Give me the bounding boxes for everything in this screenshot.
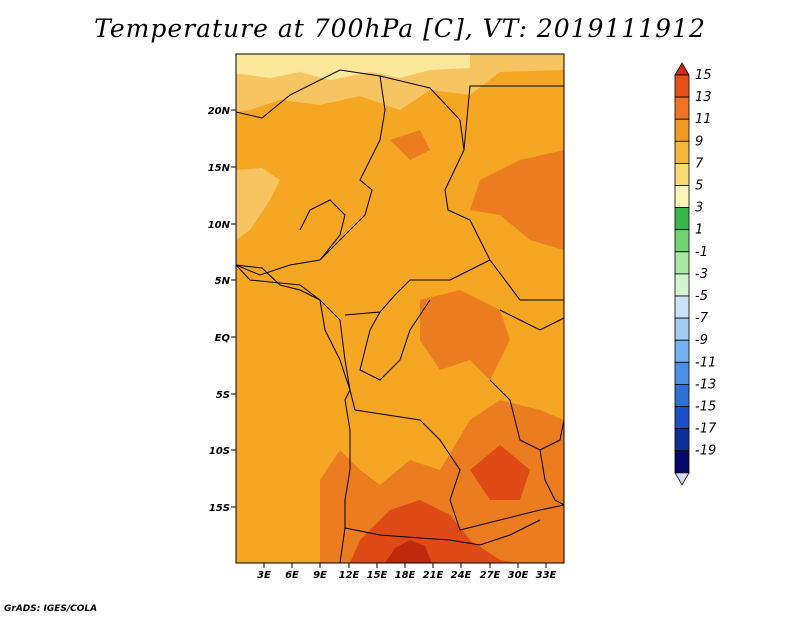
colorbar-segment (674, 295, 690, 319)
colorbar-label: -17 (695, 422, 717, 437)
colorbar-segment (674, 251, 690, 275)
colorbar-label: 9 (695, 134, 703, 149)
lon-axis: 3E 6E 9E 12E 15E 18E 21E 24E 27E 30E 33E (257, 563, 557, 581)
field-band-13-south (350, 500, 520, 563)
lat-label: 15N (208, 163, 231, 174)
colorbar-segment (674, 406, 690, 430)
border-line (236, 264, 564, 531)
field-band-13-east (470, 445, 530, 500)
border-line (299, 199, 346, 261)
colorbar-label: 15 (695, 68, 712, 83)
lon-label: 30E (508, 570, 529, 581)
colorbar-segment (674, 383, 690, 407)
field-band-7-west (236, 168, 280, 240)
colorbar-label: -1 (695, 245, 708, 260)
map-frame (235, 53, 565, 564)
lon-label: 24E (451, 570, 472, 581)
country-borders (236, 69, 564, 563)
border-line (539, 449, 564, 506)
lat-label: EQ (215, 333, 231, 344)
coastline (236, 264, 351, 563)
colorbar: 15 13 11 9 7 5 3 1 -1 -3 -5 -7 -9 -11 -13 -15 -17 -19 (674, 62, 717, 486)
colorbar-label: -7 (695, 311, 709, 326)
colorbar-segment (674, 185, 690, 209)
lon-label: 6E (285, 570, 299, 581)
colorbar-label: 11 (695, 112, 712, 127)
colorbar-label: -15 (695, 400, 716, 415)
border-line (489, 379, 564, 451)
lon-label: 33E (536, 570, 557, 581)
colorbar-segment (674, 74, 690, 98)
lon-label: 27E (480, 570, 501, 581)
colorbar-segment (674, 339, 690, 363)
colorbar-segment (674, 428, 690, 452)
lon-label: 21E (423, 570, 444, 581)
colorbar-label: 5 (695, 179, 703, 194)
colorbar-segment (674, 317, 690, 341)
lat-label: 5N (215, 276, 231, 287)
field-band-11-sahara (390, 130, 430, 160)
temperature-field (236, 54, 564, 563)
colorbar-segment (674, 162, 690, 186)
colorbar-segment (674, 207, 690, 231)
border-line (499, 309, 564, 331)
lat-ticks (231, 109, 236, 508)
colorbar-label: -3 (695, 267, 708, 282)
field-band-11-east (470, 150, 564, 250)
colorbar-label: -13 (695, 377, 716, 392)
field-band-15-core (385, 540, 432, 563)
lat-label: 10N (208, 220, 231, 231)
map-title: Temperature at 700hPa [C], VT: 201911191… (94, 14, 706, 43)
lat-label: 15S (209, 503, 230, 514)
lon-label: 18E (395, 570, 416, 581)
colorbar-label: -19 (695, 444, 716, 459)
colorbar-segment (674, 273, 690, 297)
lon-label: 12E (339, 570, 360, 581)
border-line (344, 259, 491, 316)
lat-label: 5S (216, 390, 230, 401)
border-line (463, 85, 564, 151)
colorbar-segment (674, 140, 690, 164)
lat-label: 20N (208, 106, 231, 117)
colorbar-segment (674, 96, 690, 120)
colorbar-label: 7 (695, 156, 704, 171)
colorbar-label: 13 (695, 90, 712, 105)
colorbar-label: 3 (695, 201, 703, 216)
colorbar-bottom-arrow (674, 472, 690, 486)
colorbar-label: -11 (695, 355, 716, 370)
lon-label: 9E (313, 570, 327, 581)
colorbar-segment (674, 450, 690, 474)
field-band-5-north (236, 54, 470, 80)
border-line (379, 75, 564, 301)
border-line (344, 519, 541, 546)
colorbar-segment (674, 361, 690, 385)
field-band-11-congo (420, 290, 510, 380)
border-line (236, 69, 386, 276)
colorbar-segment (674, 118, 690, 142)
lon-ticks (263, 563, 547, 568)
lat-label: 10S (209, 446, 230, 457)
colorbar-label: -9 (695, 333, 708, 348)
colorbar-segment (674, 229, 690, 253)
colorbar-label: -5 (695, 289, 708, 304)
grads-credit: GrADS: IGES/COLA (4, 604, 98, 614)
border-line (359, 299, 431, 381)
lon-label: 3E (257, 570, 271, 581)
lon-label: 15E (367, 570, 388, 581)
lat-axis: 20N 15N 10N 5N EQ 5S 10S 15S (208, 106, 236, 514)
colorbar-top-arrow (674, 62, 690, 76)
colorbar-label: 1 (695, 223, 703, 238)
